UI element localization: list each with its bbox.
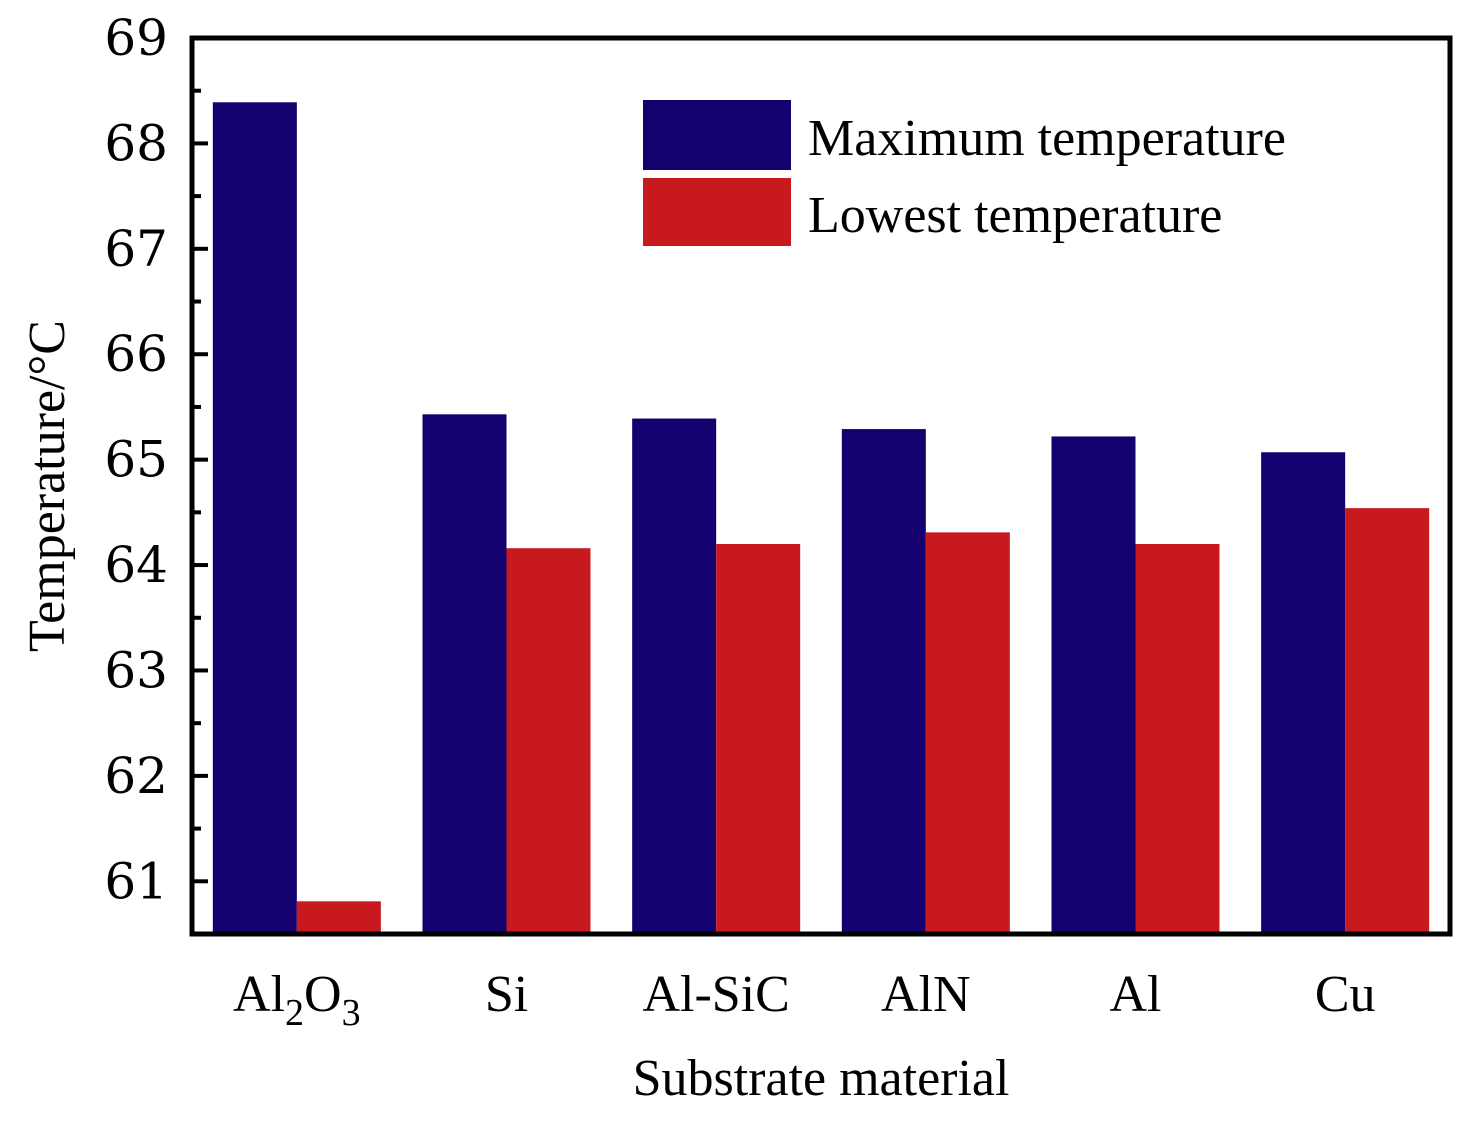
y-tick-label: 65 — [104, 431, 168, 489]
y-tick-label: 68 — [104, 114, 168, 172]
legend-label-lowest: Lowest temperature — [808, 187, 1222, 244]
bar-maximum-5 — [1261, 452, 1346, 934]
bar-maximum-3 — [841, 429, 926, 934]
bar-maximum-2 — [632, 418, 717, 934]
x-category-label: AlN — [881, 966, 971, 1023]
bar-maximum-1 — [422, 414, 507, 934]
x-category-label: Al-SiC — [642, 966, 789, 1023]
y-axis-tick-labels: 61 62 63 64 65 66 67 68 69 — [104, 9, 168, 910]
bars-layer — [212, 102, 1430, 935]
y-axis-title: Temperature/°C — [19, 320, 76, 652]
bar-lowest-5 — [1345, 508, 1430, 934]
legend-label-maximum: Maximum temperature — [808, 110, 1286, 167]
y-tick-label: 64 — [104, 536, 168, 594]
legend: Maximum temperature Lowest temperature — [643, 100, 1286, 246]
bar-lowest-2 — [716, 543, 801, 934]
y-tick-label: 67 — [104, 220, 168, 278]
y-tick-label: 62 — [104, 747, 168, 805]
bar-maximum-4 — [1051, 436, 1136, 934]
legend-swatch-maximum — [643, 100, 791, 170]
y-axis-ticks — [192, 36, 208, 936]
y-tick-label: 69 — [104, 9, 168, 67]
bar-lowest-3 — [925, 532, 1010, 934]
bar-lowest-4 — [1135, 543, 1220, 934]
bar-lowest-0 — [296, 901, 381, 934]
bar-maximum-0 — [212, 102, 297, 935]
x-axis-title: Substrate material — [633, 1050, 1010, 1107]
x-category-label: Cu — [1315, 966, 1376, 1023]
legend-swatch-lowest — [643, 178, 791, 246]
y-tick-label: 63 — [104, 641, 168, 699]
y-tick-label: 66 — [104, 325, 168, 383]
x-category-label: Al2O3 — [233, 966, 361, 1034]
y-tick-label: 61 — [104, 852, 168, 910]
plot-frame — [189, 35, 1453, 937]
bar-lowest-1 — [506, 548, 591, 934]
x-axis-category-labels: Al2O3 Si Al-SiC AlN Al Cu — [233, 966, 1375, 1034]
x-category-label: Si — [485, 966, 528, 1023]
x-category-label: Al — [1110, 966, 1162, 1023]
